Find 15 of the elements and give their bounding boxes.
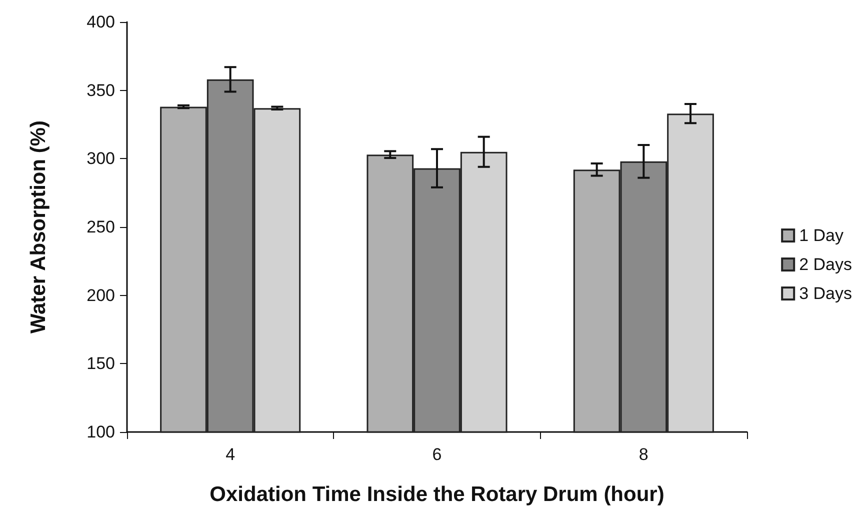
legend-label: 1 Day (799, 226, 844, 245)
x-tick-label: 6 (432, 445, 442, 464)
y-tick-label: 400 (86, 12, 115, 32)
x-tick-label: 8 (638, 445, 648, 464)
x-tick-label: 4 (226, 445, 236, 464)
y-tick-label: 350 (86, 80, 115, 100)
legend-label: 2 Days (799, 255, 852, 274)
y-tick-label: 200 (86, 286, 115, 305)
y-tick-label: 250 (86, 218, 115, 236)
y-axis-title: Water Absorption (%) (27, 120, 50, 334)
legend-label: 3 Days (799, 284, 852, 303)
y-tick-label: 300 (86, 149, 115, 168)
x-axis-title: Oxidation Time Inside the Rotary Drum (hour) (210, 483, 664, 506)
y-tick-label: 150 (86, 354, 115, 374)
y-tick-label: 100 (86, 422, 115, 442)
